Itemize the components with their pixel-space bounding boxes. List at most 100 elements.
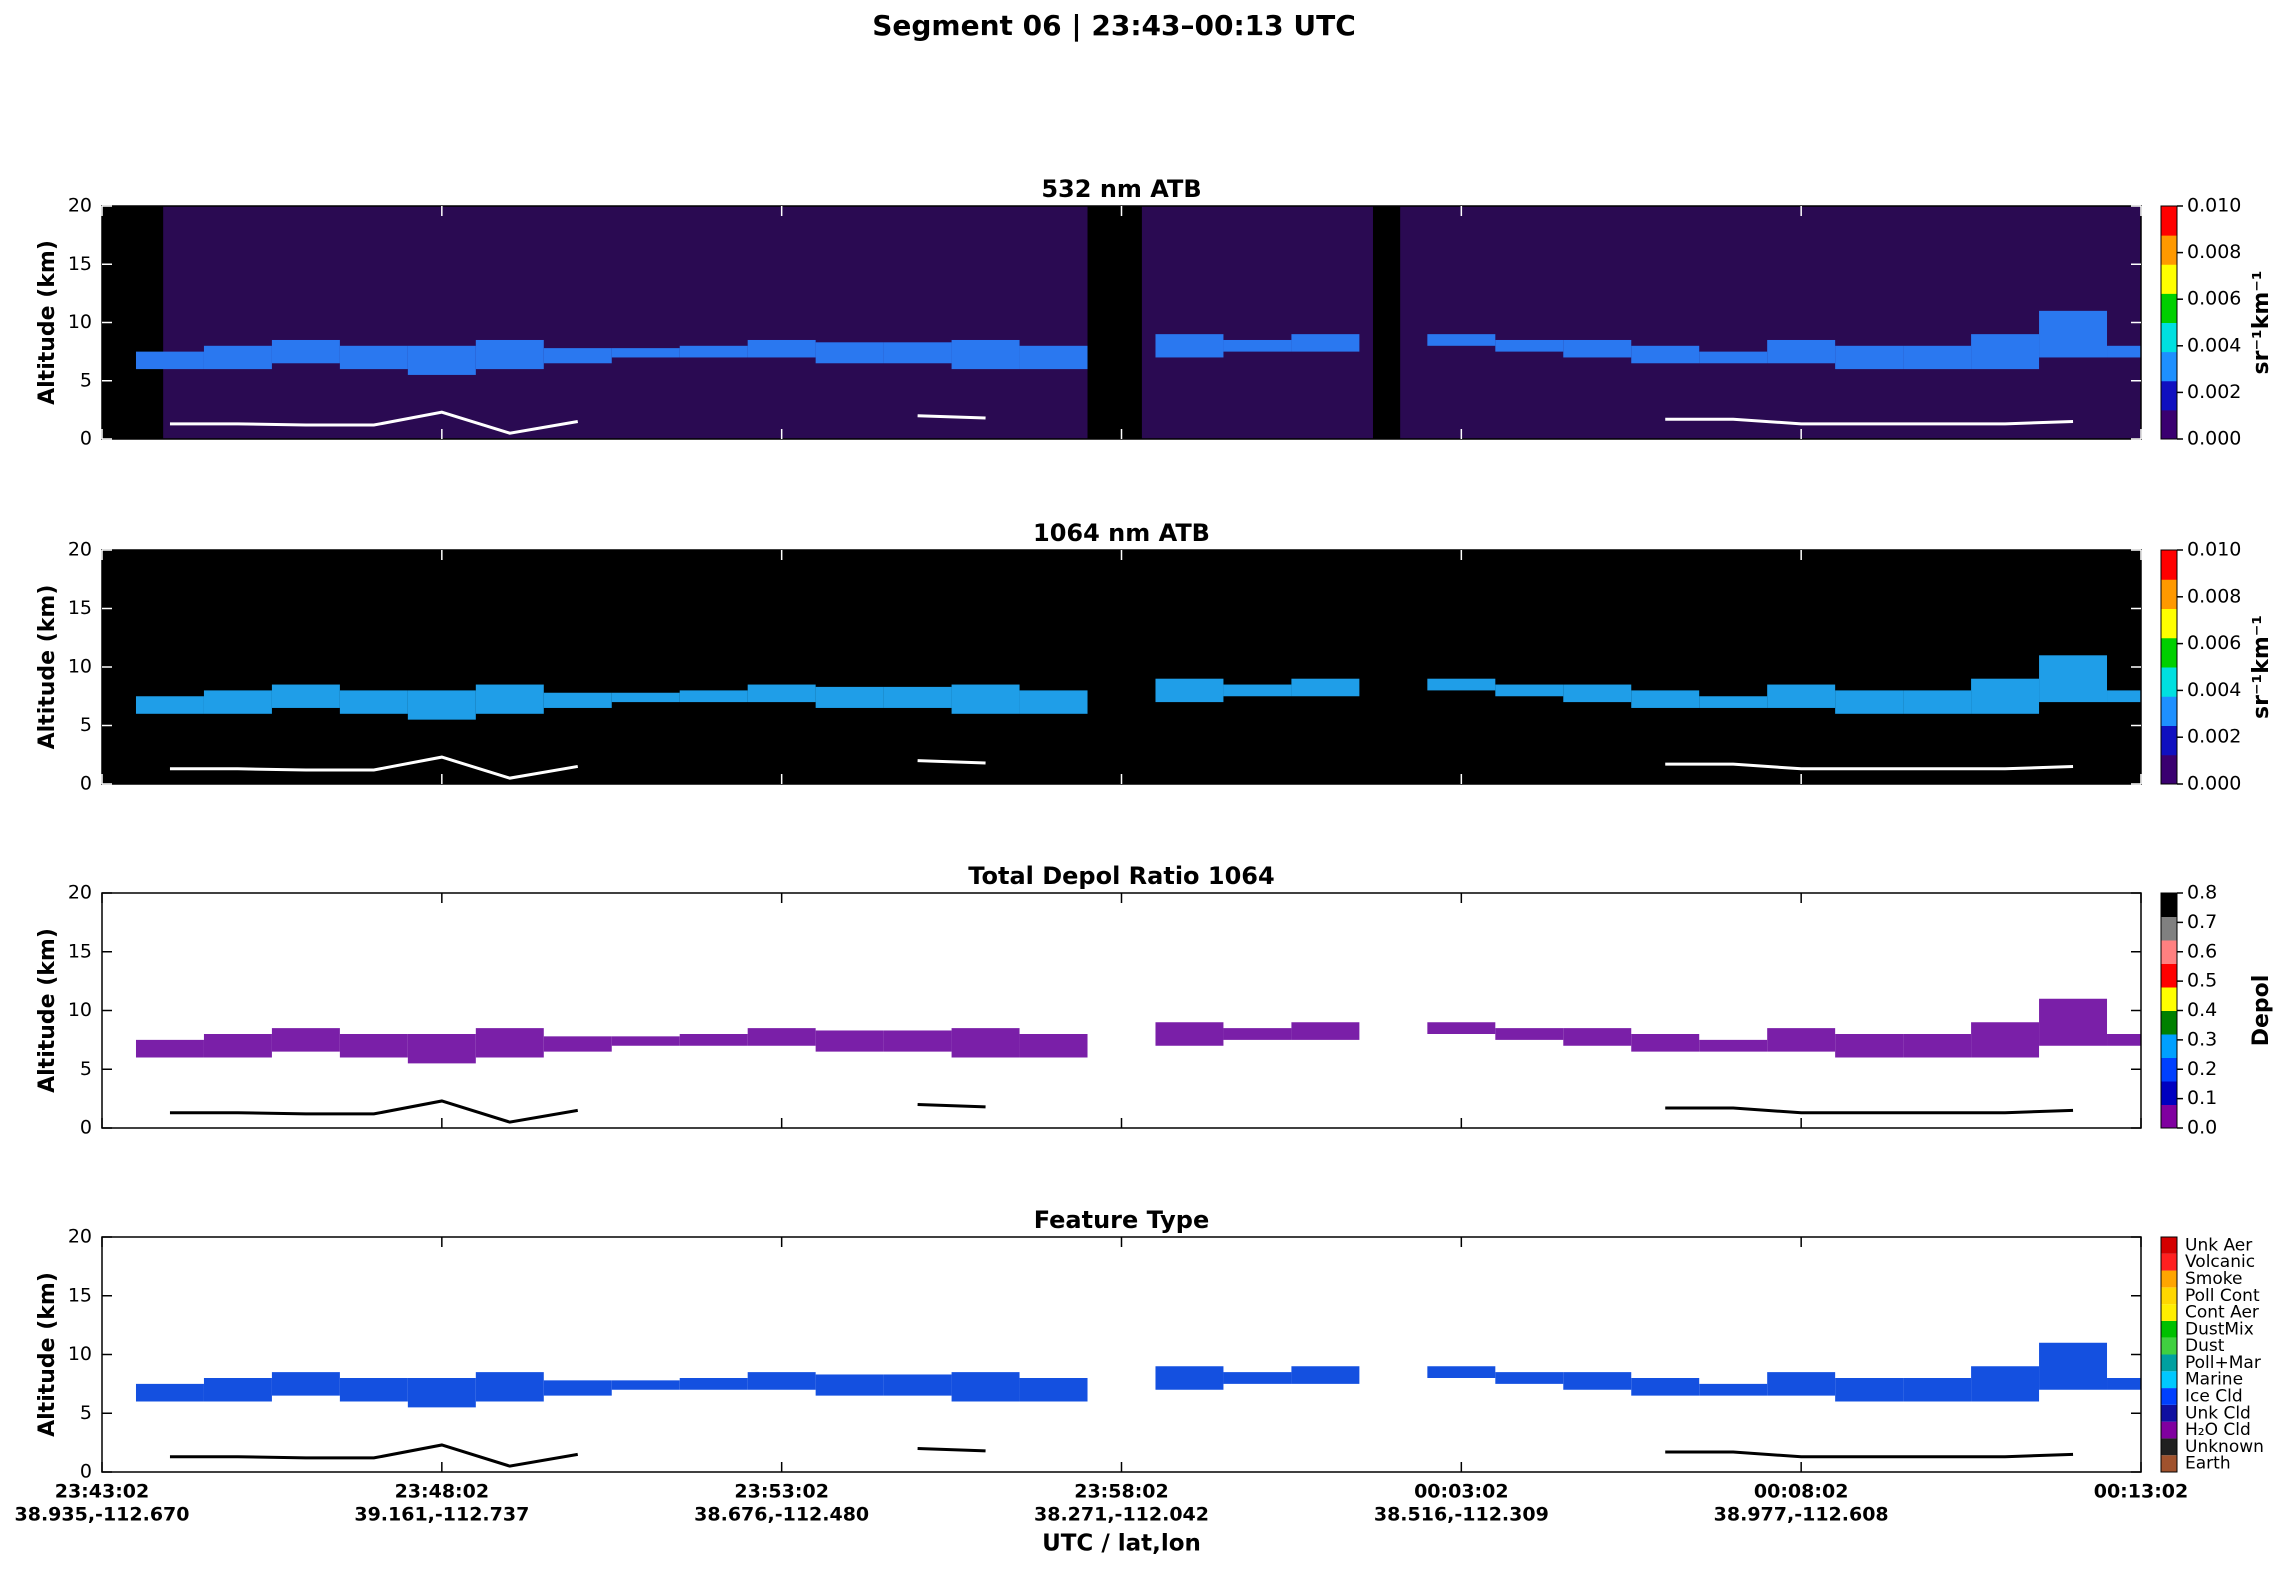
colorbar-segment [2161,696,2177,726]
layer-column [883,686,952,708]
colorbar-category: Volcanic [2185,1252,2255,1272]
y-tick-label: 0 [80,1117,92,1139]
panel-title: Total Depol Ratio 1064 [968,862,1274,890]
layer-column [1971,1366,2040,1402]
layer-column [1835,1034,1904,1058]
colorbar-swatch [2161,1388,2177,1405]
y-tick-label: 10 [68,656,92,678]
layer-column [271,1372,340,1396]
colorbar-segment [2161,235,2177,265]
surface-line [1665,762,2074,771]
x-tick-sublabel: 38.271,-112.042 [1034,1504,1209,1526]
colorbar-segment [2161,1057,2177,1082]
layer-column [1495,339,1564,352]
colorbar-segment [2161,380,2177,411]
colorbar-segment [2161,608,2177,639]
colorbar-tick-label: 0.002 [2187,726,2241,748]
layer-column [339,690,408,714]
layer-column [1699,1383,1768,1396]
x-tick-label: 23:53:02 [734,1481,829,1503]
no-data-region [1087,206,1142,439]
colorbar-swatch [2161,1253,2177,1271]
layer-column [1427,334,1496,346]
layer-column [1903,345,1972,370]
y-tick-label: 15 [68,597,92,619]
colorbar-tick-label: 0.0 [2187,1117,2217,1139]
y-tick-label: 0 [80,1461,92,1483]
colorbar-tick-label: 0.010 [2187,195,2241,217]
layer-column [2107,690,2141,703]
layer-column [203,690,272,714]
layer-column [339,345,408,370]
colorbar-tick-label: 0.008 [2187,585,2241,607]
layer-column [475,1028,544,1058]
colorbar-tick-label: 0.006 [2187,632,2241,654]
colorbar-label: Depol [2249,975,2274,1047]
panel-title: Feature Type [1034,1206,1210,1234]
colorbar-label: sr⁻¹km⁻¹ [2249,615,2274,719]
colorbar-swatch [2161,1404,2177,1422]
y-tick-label: 5 [80,1058,92,1080]
colorbar-tick-label: 0.2 [2187,1058,2217,1080]
layer-column [1155,1022,1224,1046]
y-tick-label: 20 [68,1226,92,1248]
layer-column [1019,1378,1088,1402]
y-axis-label: Altitude (km) [35,928,60,1093]
no-data-region [102,550,164,784]
colorbar-tick-label: 0.8 [2187,882,2217,904]
no-data-region [102,206,164,439]
colorbar-category: Dust [2185,1336,2225,1356]
layer-column [1563,1028,1632,1046]
layer-column [1495,1028,1564,1040]
colorbar-segment [2161,725,2177,756]
layer-column [2107,1378,2141,1390]
y-tick-label: 15 [68,253,92,275]
layer-column [271,684,340,708]
colorbar-segment [2161,550,2177,580]
layer-column [815,1030,884,1052]
y-axis-label: Altitude (km) [35,240,60,405]
layer-column [815,686,884,708]
colorbar-tick-label: 0.006 [2187,288,2241,310]
y-tick-label: 15 [68,940,92,962]
layer-column [339,1378,408,1402]
y-tick-label: 10 [68,1343,92,1365]
colorbar-segment [2161,893,2177,917]
layer-column [951,339,1020,370]
colorbar-frame [2160,1236,2178,1473]
surface-line [169,755,579,780]
layer-column [951,1028,1020,1058]
layer-column [407,690,476,720]
x-tick-sublabel: 38.935,-112.670 [15,1504,190,1526]
y-tick-label: 15 [68,1284,92,1306]
colorbar-category: Ice Cld [2185,1386,2243,1406]
layer-column [543,1036,612,1052]
colorbar-category: Marine [2185,1370,2243,1390]
layer-column [1291,1022,1360,1040]
colorbar-tick-label: 0.004 [2187,679,2241,701]
x-tick-label: 23:58:02 [1074,1481,1169,1503]
plot-background [102,1237,2141,1472]
colorbar-category: Unknown [2185,1437,2264,1457]
layer-column [815,1374,884,1396]
layer-column [1291,678,1360,697]
colorbar-segment [2161,1081,2177,1105]
colorbar-segment [2161,351,2177,382]
colorbar-segment [2161,264,2177,294]
colorbar-category: H₂O Cld [2185,1420,2251,1440]
colorbar-segment [2161,667,2177,697]
layer-column [747,1372,816,1390]
layer-column [1699,696,1768,708]
x-axis-label: UTC / lat,lon [1042,1531,1201,1557]
surface-line [1665,1106,2074,1115]
layer-column [543,1380,612,1396]
no-data-region [1372,206,1401,439]
colorbar-segment [2161,1010,2177,1035]
x-tick-label: 00:13:02 [2094,1481,2189,1503]
layer-column [135,351,204,370]
layer-column [1971,334,2040,370]
no-data-region [1372,550,1401,784]
layer-column [1767,1372,1836,1396]
layer-column [1223,1372,1292,1384]
